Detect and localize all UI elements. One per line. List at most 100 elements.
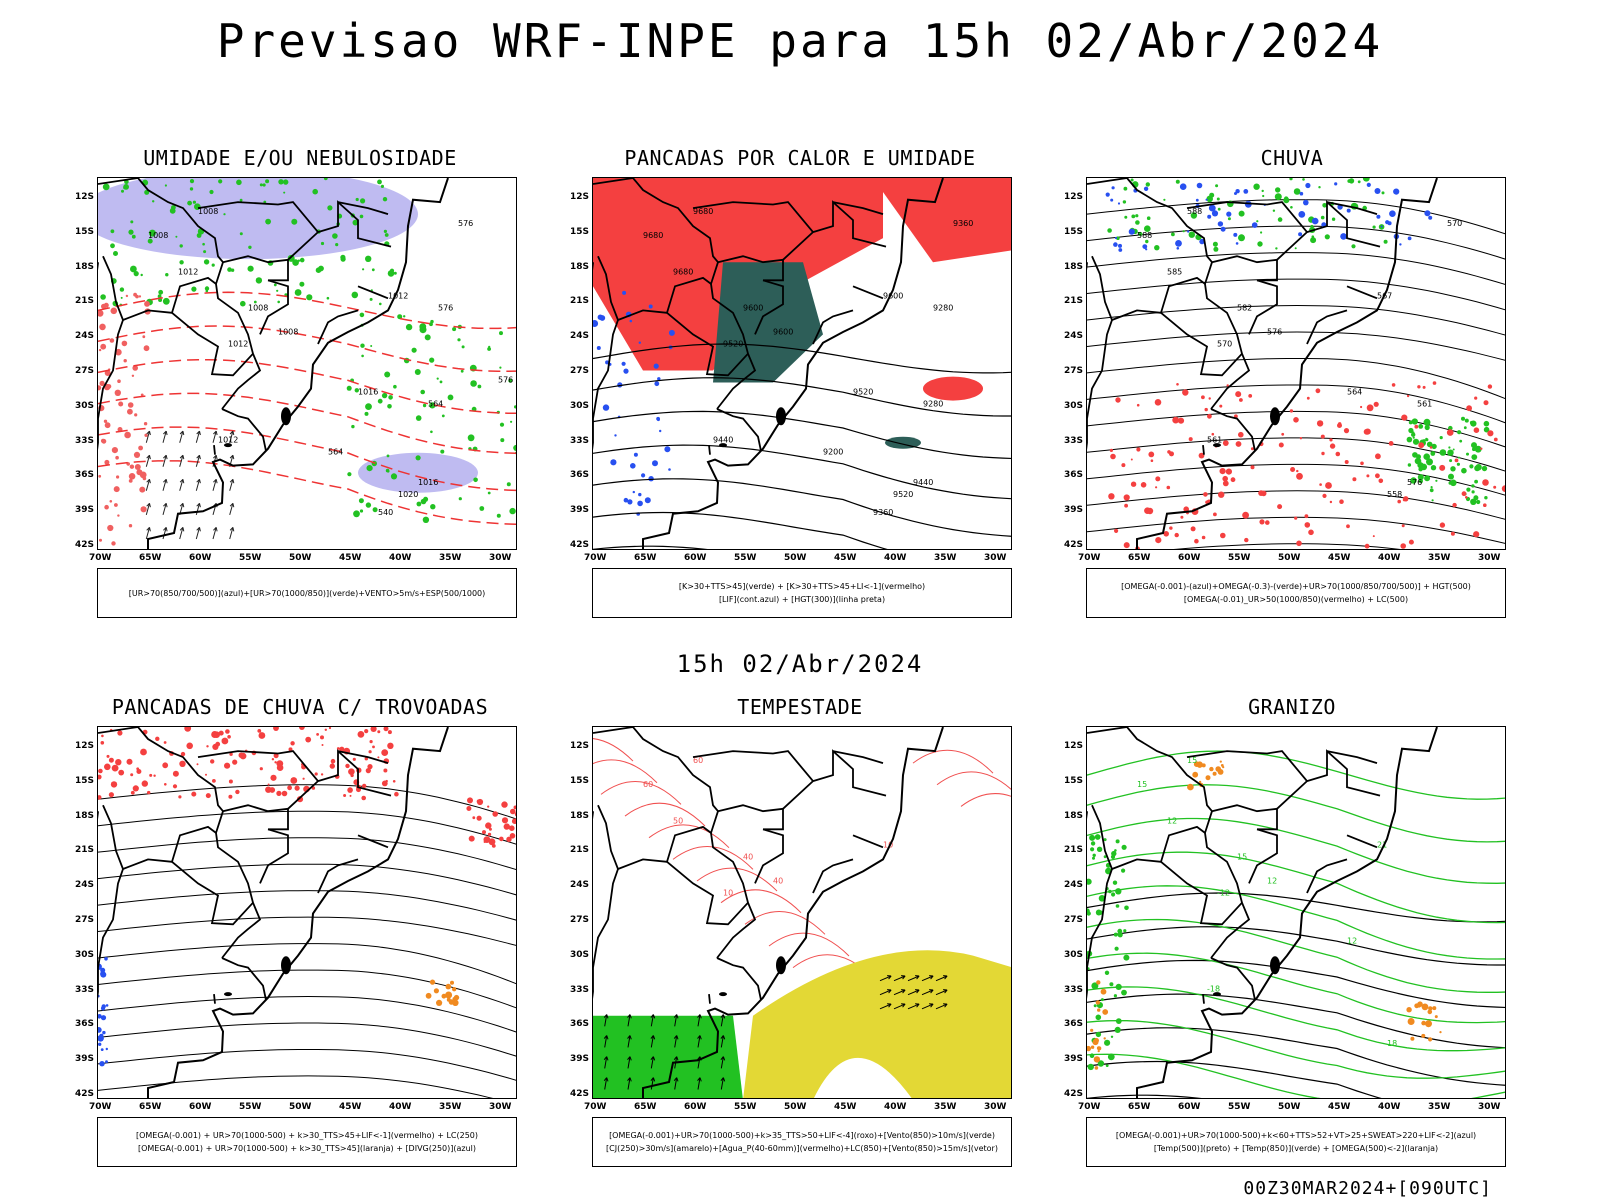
storm-red	[140, 748, 147, 756]
border-line	[357, 834, 389, 849]
omega-green	[1411, 418, 1418, 425]
contour-label: 15	[1187, 756, 1197, 765]
storm-red	[352, 757, 356, 761]
omega500-orange	[1095, 1000, 1101, 1005]
lat-tick-label: 27S	[1064, 366, 1084, 376]
wind-vector-head	[887, 1003, 892, 1008]
wind-vector-head	[196, 454, 201, 460]
omega-green	[1420, 463, 1428, 471]
green-contour	[128, 229, 134, 235]
lat-tick-label: 30S	[75, 400, 95, 411]
storm-red	[106, 754, 110, 758]
lc-contour	[593, 738, 634, 762]
lif-contour	[652, 460, 658, 467]
storm-red	[513, 805, 516, 810]
lat-tick-label: 33S	[570, 984, 590, 995]
omega-green	[1351, 244, 1356, 249]
border-line	[1248, 828, 1278, 884]
lat-tick-label: 27S	[570, 366, 590, 376]
green-contour	[287, 254, 295, 262]
storm-red	[228, 794, 233, 799]
panel-2-title: PANCADAS POR CALOR E UMIDADE	[624, 146, 976, 170]
border-line	[1306, 858, 1348, 894]
panel-1-legend: [UR>70(850/700/500)](azul)+[UR>70(1000/8…	[97, 568, 517, 618]
green-contour	[365, 403, 372, 410]
temp850-green	[1114, 946, 1119, 951]
page-title: Previsao WRF-INPE para 15h 02/Abr/2024	[216, 14, 1384, 68]
border-line	[222, 804, 289, 813]
wind-vector-head	[673, 1014, 679, 1019]
temp850-green	[1115, 983, 1122, 990]
lc-contour	[624, 802, 706, 827]
border-line	[1211, 255, 1278, 264]
omega500-orange	[1094, 1038, 1099, 1043]
wind-vector	[179, 430, 184, 443]
wind-vector-head	[697, 1014, 702, 1019]
storm-red	[149, 773, 153, 777]
wind-vector-head	[603, 1056, 609, 1061]
green-contour	[209, 189, 214, 195]
lon-tick-label: 30W	[489, 553, 512, 563]
storm-red	[196, 763, 199, 766]
wind-vector-head	[146, 454, 151, 460]
omega-blue	[1298, 232, 1303, 237]
wind-vector-head	[720, 1035, 726, 1040]
lon-tick-label: 55W	[1228, 1102, 1251, 1112]
contour-line	[1087, 986, 1505, 1052]
omega-red	[1346, 524, 1350, 529]
omega-red	[1258, 490, 1264, 496]
lon-tick-label: 65W	[634, 553, 657, 563]
storm-red	[101, 734, 104, 738]
omega-blue	[1305, 182, 1311, 189]
wind-vector	[229, 527, 234, 540]
storm-red	[345, 763, 350, 769]
temp850-green	[1104, 970, 1110, 975]
border-line	[1257, 231, 1308, 282]
omega500-orange	[1192, 771, 1199, 778]
lif-contour	[599, 315, 606, 321]
green-contour	[265, 218, 271, 225]
omega-green	[1131, 214, 1136, 219]
panel-4-title: PANCADAS DE CHUVA C/ TROVOADAS	[111, 695, 489, 719]
wind-vector	[195, 479, 200, 491]
storm-red	[172, 770, 179, 777]
contour-line	[1087, 993, 1505, 1049]
omega-green	[1274, 193, 1282, 201]
wind-vector-head	[943, 1003, 948, 1008]
lon-tick-label: 45W	[339, 553, 362, 563]
lon-tick-label: 55W	[734, 553, 757, 563]
wind-vector	[935, 1003, 948, 1010]
lat-tick-label: 42S	[1064, 540, 1084, 550]
red-contour	[123, 359, 127, 363]
storm-red	[466, 806, 472, 811]
lif-contour	[632, 490, 635, 494]
omega-red	[1207, 413, 1212, 419]
border-line	[708, 445, 711, 455]
contour-line	[593, 343, 1011, 374]
storm-red	[273, 727, 279, 731]
storm-red	[365, 768, 371, 774]
contour-line	[1087, 885, 1505, 960]
wind-vector	[893, 1003, 906, 1010]
jet-stream-area	[743, 950, 1011, 1098]
contour-label: 40	[743, 852, 753, 861]
lif-contour	[653, 363, 659, 369]
green-contour	[299, 281, 305, 287]
green-contour	[429, 357, 435, 363]
storm-red	[367, 764, 373, 770]
omega-red	[1293, 417, 1299, 423]
legend-line: [OMEGA(-0.001) + UR>70(1000-500) + k>30_…	[135, 1131, 479, 1140]
border-line	[1306, 309, 1348, 345]
omega-red	[1190, 526, 1196, 532]
streamline	[98, 1022, 516, 1057]
omega-blue	[1389, 210, 1396, 217]
omega-green	[1320, 215, 1325, 220]
contour-label: 585	[1167, 267, 1182, 276]
divergence-blue	[105, 1060, 108, 1064]
omega-red	[1400, 543, 1406, 549]
temp850-green	[1095, 1031, 1102, 1038]
streamline	[98, 784, 516, 820]
omega-green	[1474, 479, 1478, 484]
green-contour	[164, 184, 167, 187]
omega-green	[1483, 420, 1490, 427]
